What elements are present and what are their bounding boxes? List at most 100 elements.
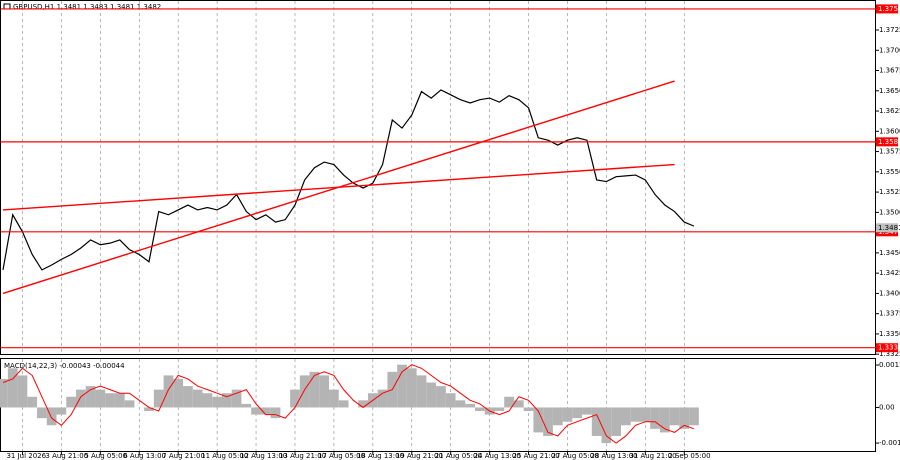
x-tick-label: 17 Aug 05:00 — [318, 452, 365, 460]
macd-bar — [0, 378, 8, 408]
macd-bar — [231, 389, 242, 408]
x-tick-label: 11 Aug 05:00 — [201, 452, 248, 460]
macd-bar — [572, 407, 583, 419]
macd-bar — [659, 407, 670, 433]
macd-bar — [543, 407, 553, 436]
x-tick-label: 2 Sep 05:00 — [668, 452, 710, 460]
macd-bar — [144, 407, 154, 412]
x-tick-label: 31 Jul 2026 — [6, 452, 46, 460]
macd-bar — [241, 403, 252, 408]
macd-bar — [679, 407, 690, 429]
x-tick-label: 25 Aug 21:00 — [513, 452, 560, 460]
price-panel — [0, 0, 876, 355]
macd-bar — [270, 407, 281, 419]
level-label-box — [876, 137, 898, 147]
macd-bar — [329, 389, 339, 408]
macd-bar — [212, 396, 222, 408]
y-tick-label: 1.3425 — [879, 269, 900, 277]
macd-bar — [319, 375, 330, 408]
macd-bar — [397, 364, 407, 408]
macd-bar — [163, 375, 174, 408]
y-tick-label: 0.00 — [879, 403, 895, 411]
macd-bar — [426, 382, 437, 408]
macd-bar — [46, 407, 57, 426]
macd-bar — [192, 389, 203, 408]
macd-bar — [611, 407, 622, 436]
y-tick-label: 1.3550 — [879, 168, 900, 176]
y-tick-label: 1.3675 — [879, 67, 900, 75]
macd-bar — [504, 396, 514, 408]
macd-bar — [173, 378, 184, 408]
x-tick-label: 13 Aug 21:00 — [279, 452, 326, 460]
macd-bar — [95, 389, 106, 408]
macd-bar — [689, 407, 699, 426]
macd-bar — [183, 386, 193, 408]
macd-bar — [601, 407, 612, 444]
macd-bar — [523, 407, 534, 412]
macd-bar — [290, 389, 300, 408]
macd-bar — [260, 407, 271, 415]
macd-bar — [124, 400, 135, 408]
y-tick-label: 1.3700 — [879, 46, 900, 54]
macd-bar — [436, 386, 446, 408]
macd-bar — [27, 396, 38, 408]
y-tick-label: 1.3625 — [879, 107, 900, 115]
macd-bar — [105, 393, 115, 408]
x-tick-label: 7 Aug 21:00 — [162, 452, 205, 460]
y-tick-label: 1.3350 — [879, 330, 900, 338]
macd-bar — [358, 400, 368, 408]
macd-bar — [465, 403, 476, 408]
x-tick-label: 18 Aug 13:00 — [357, 452, 404, 460]
x-tick-label: 19 Aug 21:00 — [396, 452, 443, 460]
level-label-box — [876, 343, 898, 353]
macd-bar — [153, 389, 164, 408]
symbol-icon — [3, 3, 11, 10]
macd-bar — [37, 407, 47, 419]
current-price-label: 1.3481 — [878, 224, 900, 232]
macd-bar — [630, 407, 641, 422]
macd-bar — [202, 393, 213, 408]
level-label: 1.3333 — [878, 344, 900, 352]
price-line — [2, 89, 695, 271]
macd-bar — [56, 407, 67, 415]
macd-bar — [562, 407, 573, 422]
y-tick-label: 1.3575 — [879, 148, 900, 156]
macd-bar — [513, 400, 524, 408]
current-price-box — [876, 223, 898, 233]
y-tick-label: 1.3725 — [879, 26, 900, 34]
y-tick-label: 1.3525 — [879, 188, 900, 196]
macd-title: MACD(14,22,3) -0.00043 -0.00044 — [4, 362, 125, 370]
macd-bar — [494, 407, 505, 412]
macd-bar — [299, 375, 310, 408]
y-tick-label: 0.00119 — [879, 361, 900, 369]
macd-bar — [621, 407, 631, 426]
y-tick-label: 1.3450 — [879, 249, 900, 257]
x-tick-label: 24 Aug 13:00 — [474, 452, 521, 460]
y-tick-label: 1.3400 — [879, 289, 900, 297]
macd-bar — [114, 393, 125, 408]
y-tick-label: 1.3325 — [879, 350, 900, 358]
macd-bar — [251, 407, 261, 415]
macd-bar — [591, 407, 602, 436]
x-tick-label: 6 Aug 13:00 — [123, 452, 166, 460]
macd-bar — [533, 407, 544, 433]
macd-bar — [338, 400, 349, 408]
trend-line — [2, 163, 675, 211]
level-label-box — [876, 4, 898, 14]
x-tick-label: 3 Aug 21:00 — [45, 452, 88, 460]
macd-bar — [221, 393, 232, 408]
macd-bar — [552, 407, 563, 426]
macd-bar — [66, 396, 76, 408]
macd-bar — [669, 407, 680, 426]
macd-bar — [377, 389, 388, 408]
macd-bar — [445, 393, 456, 408]
macd-bar — [75, 389, 86, 408]
x-tick-label: 21 Aug 05:00 — [435, 452, 482, 460]
x-tick-label: 5 Aug 05:00 — [84, 452, 127, 460]
macd-bar — [416, 375, 427, 408]
macd-bar — [309, 371, 320, 408]
chart-title: GBPUSD,H1 1.3481 1.3483 1.3481 1.3482 — [13, 3, 161, 11]
y-tick-label: 1.3650 — [879, 87, 900, 95]
macd-bar — [406, 368, 417, 408]
x-tick-label: 31 Aug 21:00 — [629, 452, 676, 460]
